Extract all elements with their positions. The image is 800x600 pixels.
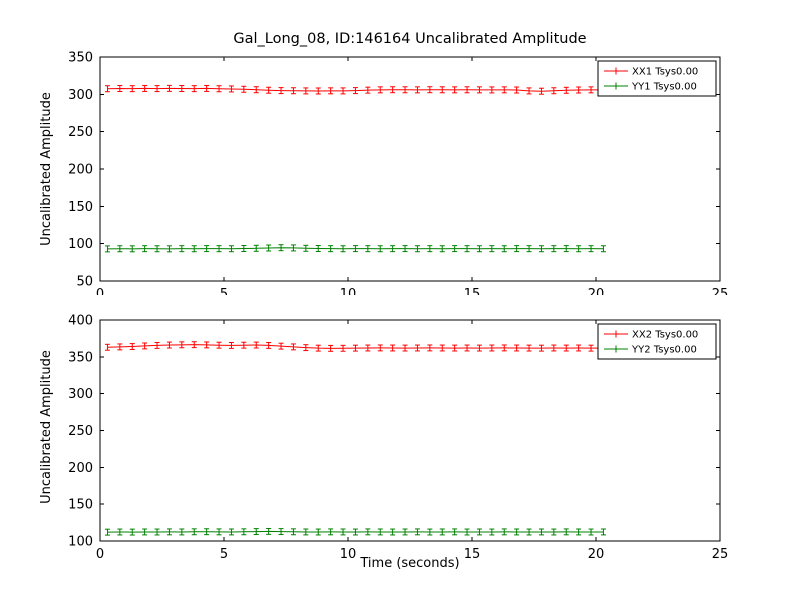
y-tick-label: 350: [68, 51, 93, 66]
legend-label: YY2 Tsys0.00: [631, 345, 697, 356]
x-tick-label: 0: [96, 287, 104, 295]
y-tick-label: 200: [68, 461, 93, 476]
series-XX2: [104, 341, 606, 352]
x-tick-label: 15: [464, 287, 481, 295]
y-tick-label: 300: [68, 387, 93, 402]
series-XX1: [104, 84, 606, 95]
series-YY1: [104, 244, 606, 253]
chart-canvas: 0 5 10 15 20 25 100 150 200 250 300 350 400 XX2 Tsys0…: [68, 314, 728, 563]
x-ticks: 0 5 10 15 20 25: [96, 320, 728, 562]
y-tick-label: 100: [68, 237, 93, 252]
series-YY2: [104, 527, 606, 536]
top-subplot: 0 5 10 15 20 25 50 100 150 200 250 300 350 XX1 Tsys0.…: [40, 45, 760, 296]
y-tick-label: 400: [68, 314, 93, 329]
bottom-subplot: 0 5 10 15 20 25 100 150 200 250 300 350 400 XX2 Tsys0…: [40, 308, 760, 568]
y-ticks: 100 150 200 250 300 350 400: [68, 314, 720, 550]
x-tick-label: 15: [464, 547, 481, 562]
y-tick-label: 200: [68, 163, 93, 178]
x-tick-label: 5: [220, 547, 228, 562]
x-tick-label: 10: [340, 287, 357, 295]
x-ticks: 0 5 10 15 20 25: [96, 57, 728, 295]
y-tick-label: 350: [68, 350, 93, 365]
x-tick-label: 0: [96, 547, 104, 562]
x-tick-label: 20: [588, 287, 605, 295]
y-tick-label: 300: [68, 88, 93, 103]
y-tick-label: 250: [68, 125, 93, 140]
legend: XX2 Tsys0.00 YY2 Tsys0.00: [597, 323, 717, 360]
x-tick-label: 25: [712, 287, 729, 295]
legend-label: XX1 Tsys0.00: [632, 67, 698, 78]
y-tick-label: 150: [68, 498, 93, 513]
legend: XX1 Tsys0.00 YY1 Tsys0.00: [597, 60, 717, 97]
x-tick-label: 5: [220, 287, 228, 295]
y-tick-label: 150: [68, 200, 93, 215]
y-ticks: 50 100 150 200 250 300 350: [68, 51, 720, 290]
y-tick-label: 100: [68, 535, 93, 550]
x-tick-label: 10: [340, 547, 357, 562]
y-tick-label: 50: [76, 275, 93, 290]
x-axis-label: Time (seconds): [360, 556, 460, 571]
legend-label: XX2 Tsys0.00: [632, 330, 698, 341]
y-tick-label: 250: [68, 424, 93, 439]
x-tick-label: 20: [588, 547, 605, 562]
figure-title: Gal_Long_08, ID:146164 Uncalibrated Ampl…: [233, 31, 587, 47]
legend-label: YY1 Tsys0.00: [631, 82, 697, 93]
x-tick-label: 25: [712, 547, 729, 562]
chart-canvas: 0 5 10 15 20 25 50 100 150 200 250 300 350 XX1 Tsys0.…: [68, 51, 728, 296]
